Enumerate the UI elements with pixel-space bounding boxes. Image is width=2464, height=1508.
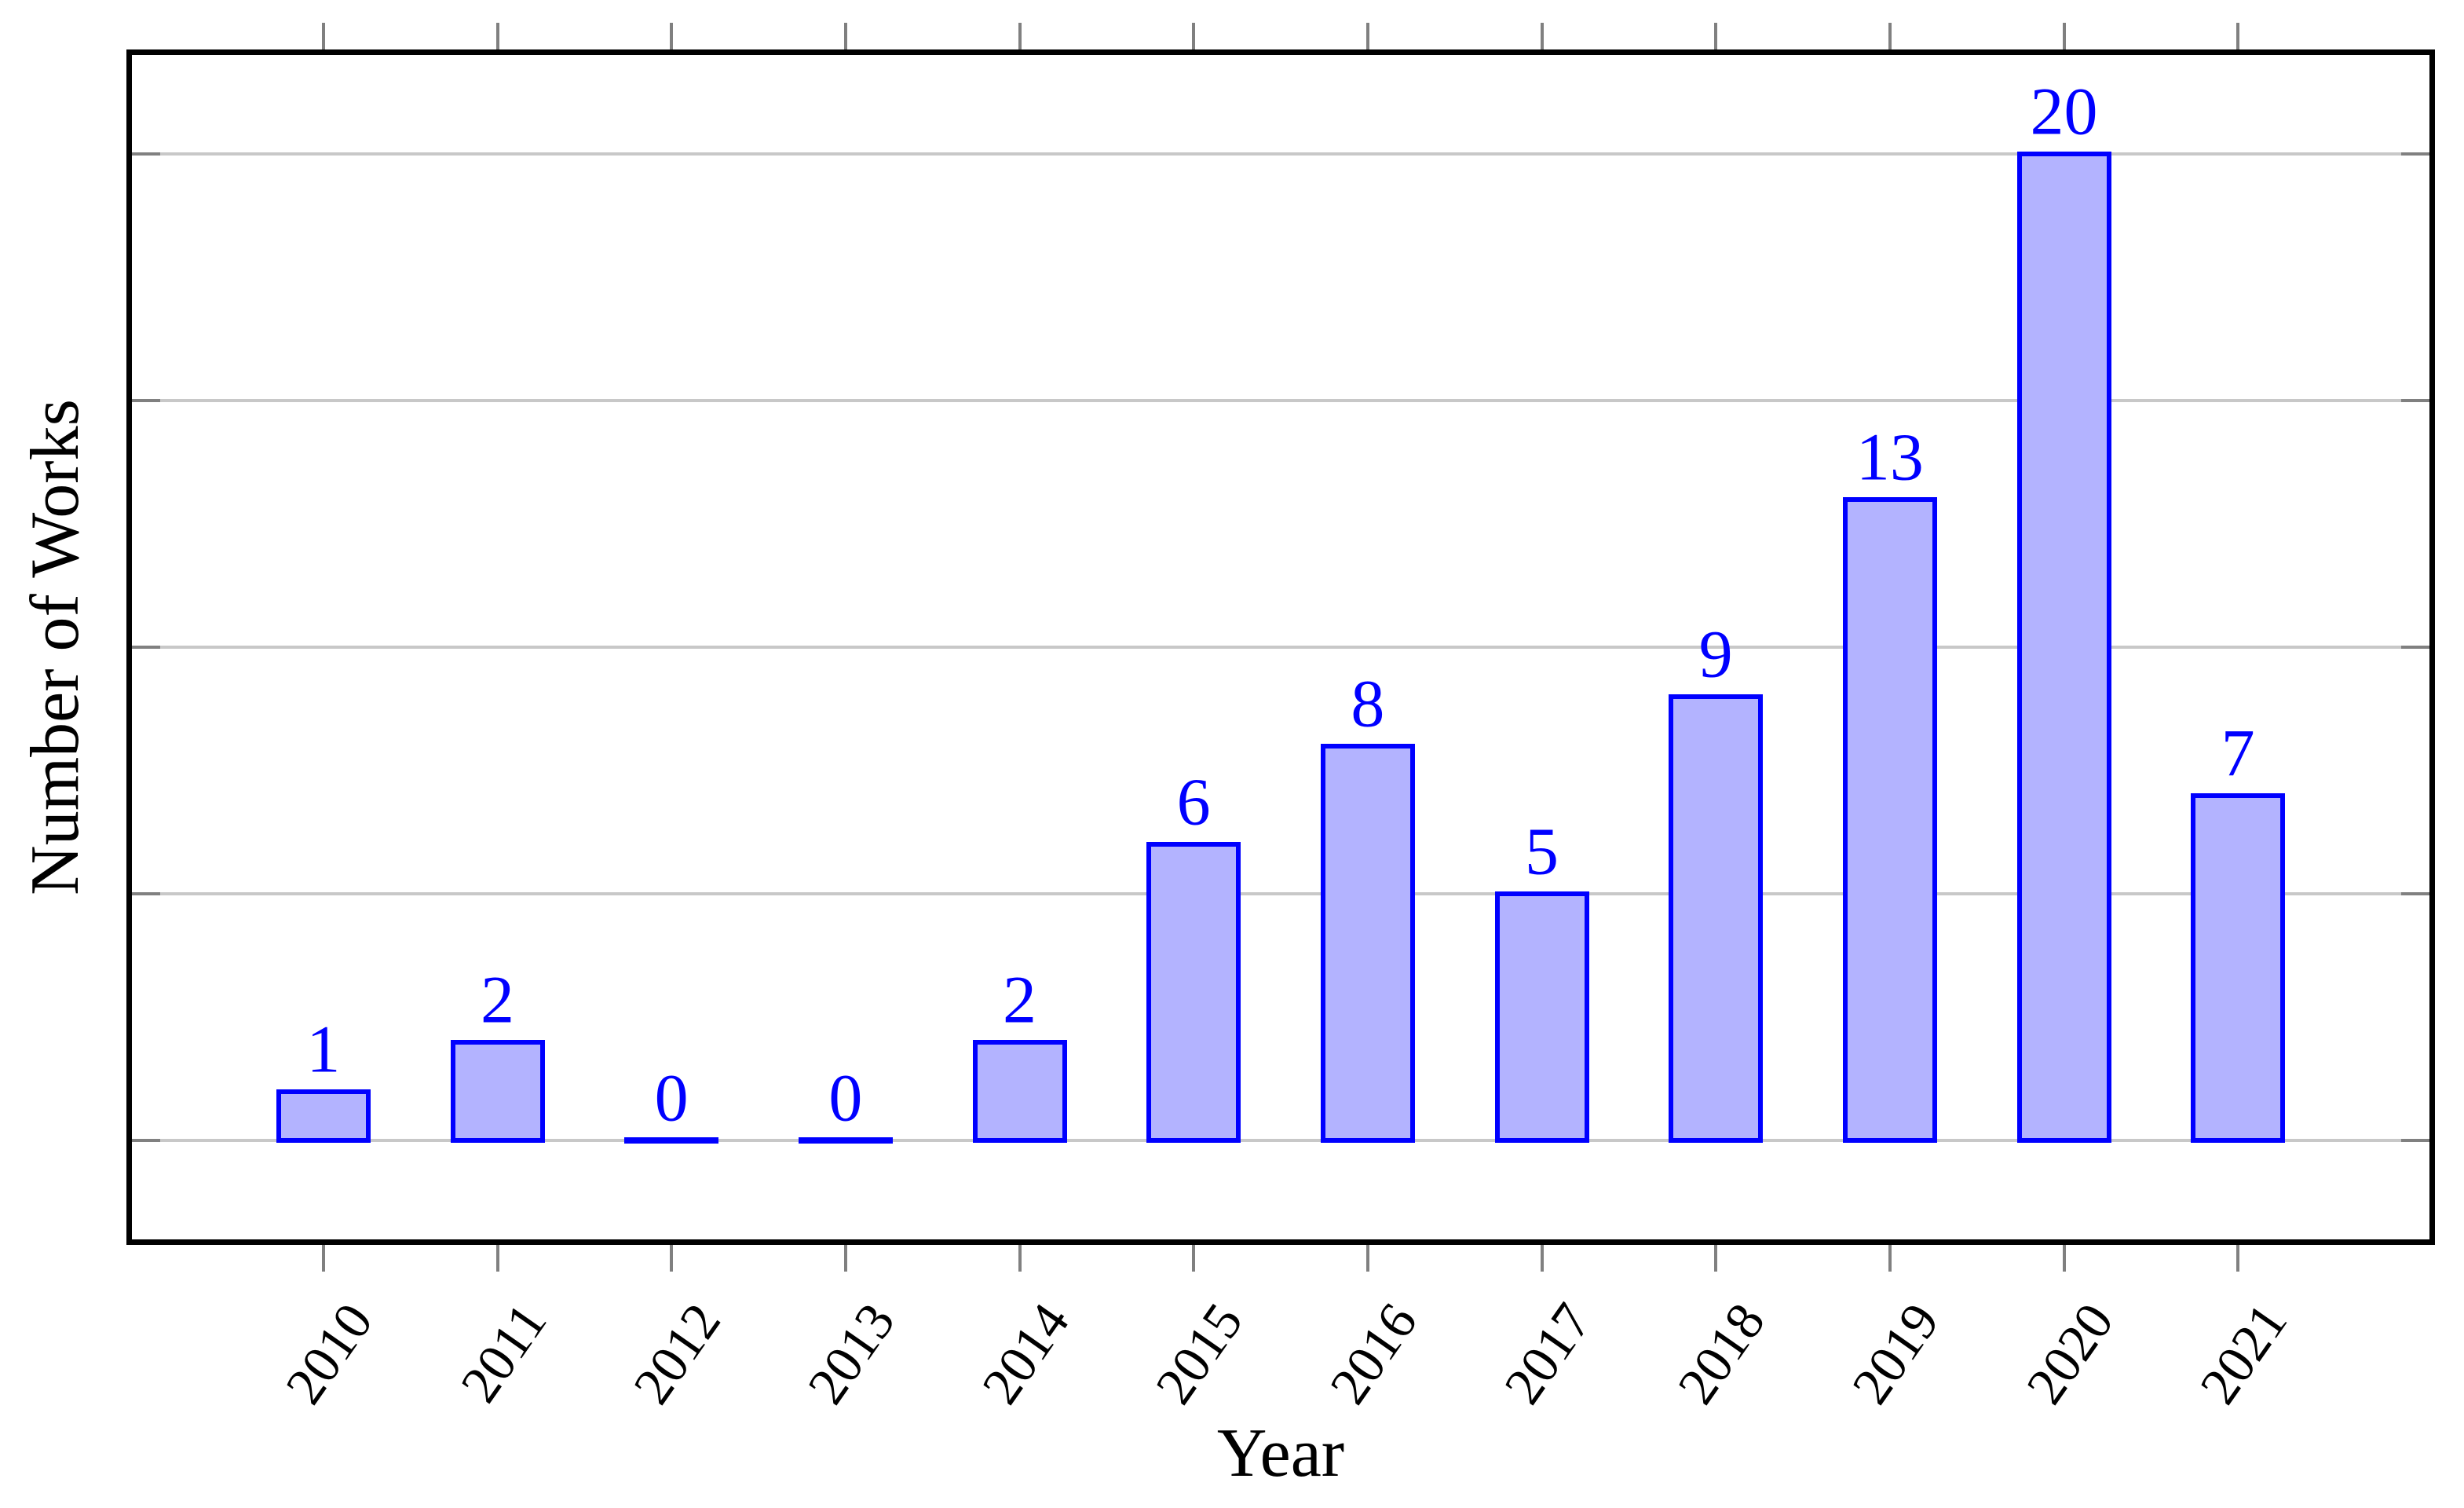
y-tick-left [132,152,160,156]
x-tick-top [1018,23,1022,49]
y-tick-left [132,1139,160,1143]
x-tick-label: 2020 [2014,1292,2125,1415]
bar-2019 [1842,496,1937,1144]
bar-2013 [798,1137,893,1144]
x-tick-top [843,23,847,49]
x-tick-label: 2010 [273,1292,384,1415]
x-tick-label: 2016 [1318,1292,1428,1415]
gridline [132,646,2429,649]
bar-value-label: 5 [1525,813,1559,889]
x-tick-label: 2011 [448,1292,558,1413]
x-tick-bottom [1540,1245,1544,1272]
y-tick-right [2401,646,2429,649]
bar-2014 [972,1039,1067,1144]
bar-2017 [1494,891,1589,1144]
x-tick-bottom [843,1245,847,1272]
y-tick-left [132,398,160,402]
x-tick-label: 2019 [1840,1292,1950,1415]
x-tick-top [1192,23,1196,49]
bar-2020 [2016,151,2111,1144]
x-tick-bottom [1018,1245,1022,1272]
x-tick-top [2062,23,2066,49]
x-tick-label: 2014 [970,1292,1080,1415]
bar-2015 [1146,842,1241,1144]
x-tick-bottom [1714,1245,1718,1272]
x-tick-top [1540,23,1544,49]
bar-value-label: 9 [1698,616,1733,692]
x-tick-label: 2012 [621,1292,733,1415]
x-tick-bottom [2236,1245,2240,1272]
x-tick-top [1714,23,1718,49]
x-tick-top [670,23,674,49]
bar-value-label: 8 [1351,665,1385,741]
bar-value-label: 1 [306,1011,341,1087]
x-tick-top [495,23,499,49]
y-tick-right [2401,892,2429,896]
bar-value-label: 0 [654,1060,689,1136]
x-tick-top [1888,23,1892,49]
y-tick-right [2401,1139,2429,1143]
bar-value-label: 6 [1176,764,1211,840]
x-tick-top [1365,23,1369,49]
bar-2016 [1320,743,1415,1144]
y-tick-right [2401,398,2429,402]
bar-2010 [276,1089,371,1144]
gridline [132,152,2429,156]
x-tick-top [321,23,325,49]
x-tick-top [2236,23,2240,49]
x-tick-label: 2018 [1665,1292,1777,1415]
gridline [132,1139,2429,1143]
x-tick-bottom [1365,1245,1369,1272]
gridline [132,398,2429,402]
x-tick-bottom [2062,1245,2066,1272]
x-tick-label: 2017 [1492,1292,1603,1415]
bar-2012 [624,1137,719,1144]
x-axis-label: Year [1216,1415,1345,1492]
x-tick-label: 2021 [2188,1292,2299,1415]
bar-value-label: 20 [2030,73,2098,149]
y-tick-left [132,892,160,896]
bar-value-label: 2 [1003,961,1036,1038]
x-tick-bottom [1888,1245,1892,1272]
y-tick-right [2401,152,2429,156]
bar-2021 [2191,792,2286,1144]
bar-2018 [1669,694,1764,1144]
x-tick-label: 2013 [795,1292,906,1415]
x-tick-bottom [670,1245,674,1272]
x-tick-label: 2015 [1143,1292,1255,1415]
x-tick-bottom [321,1245,325,1272]
bar-value-label: 13 [1855,419,1924,495]
bar-value-label: 7 [2221,715,2255,791]
y-tick-left [132,646,160,649]
x-tick-bottom [495,1245,499,1272]
gridline [132,892,2429,896]
x-tick-bottom [1192,1245,1196,1272]
bar-value-label: 2 [481,961,514,1038]
bar-2011 [450,1039,545,1144]
bar-value-label: 0 [828,1060,863,1136]
